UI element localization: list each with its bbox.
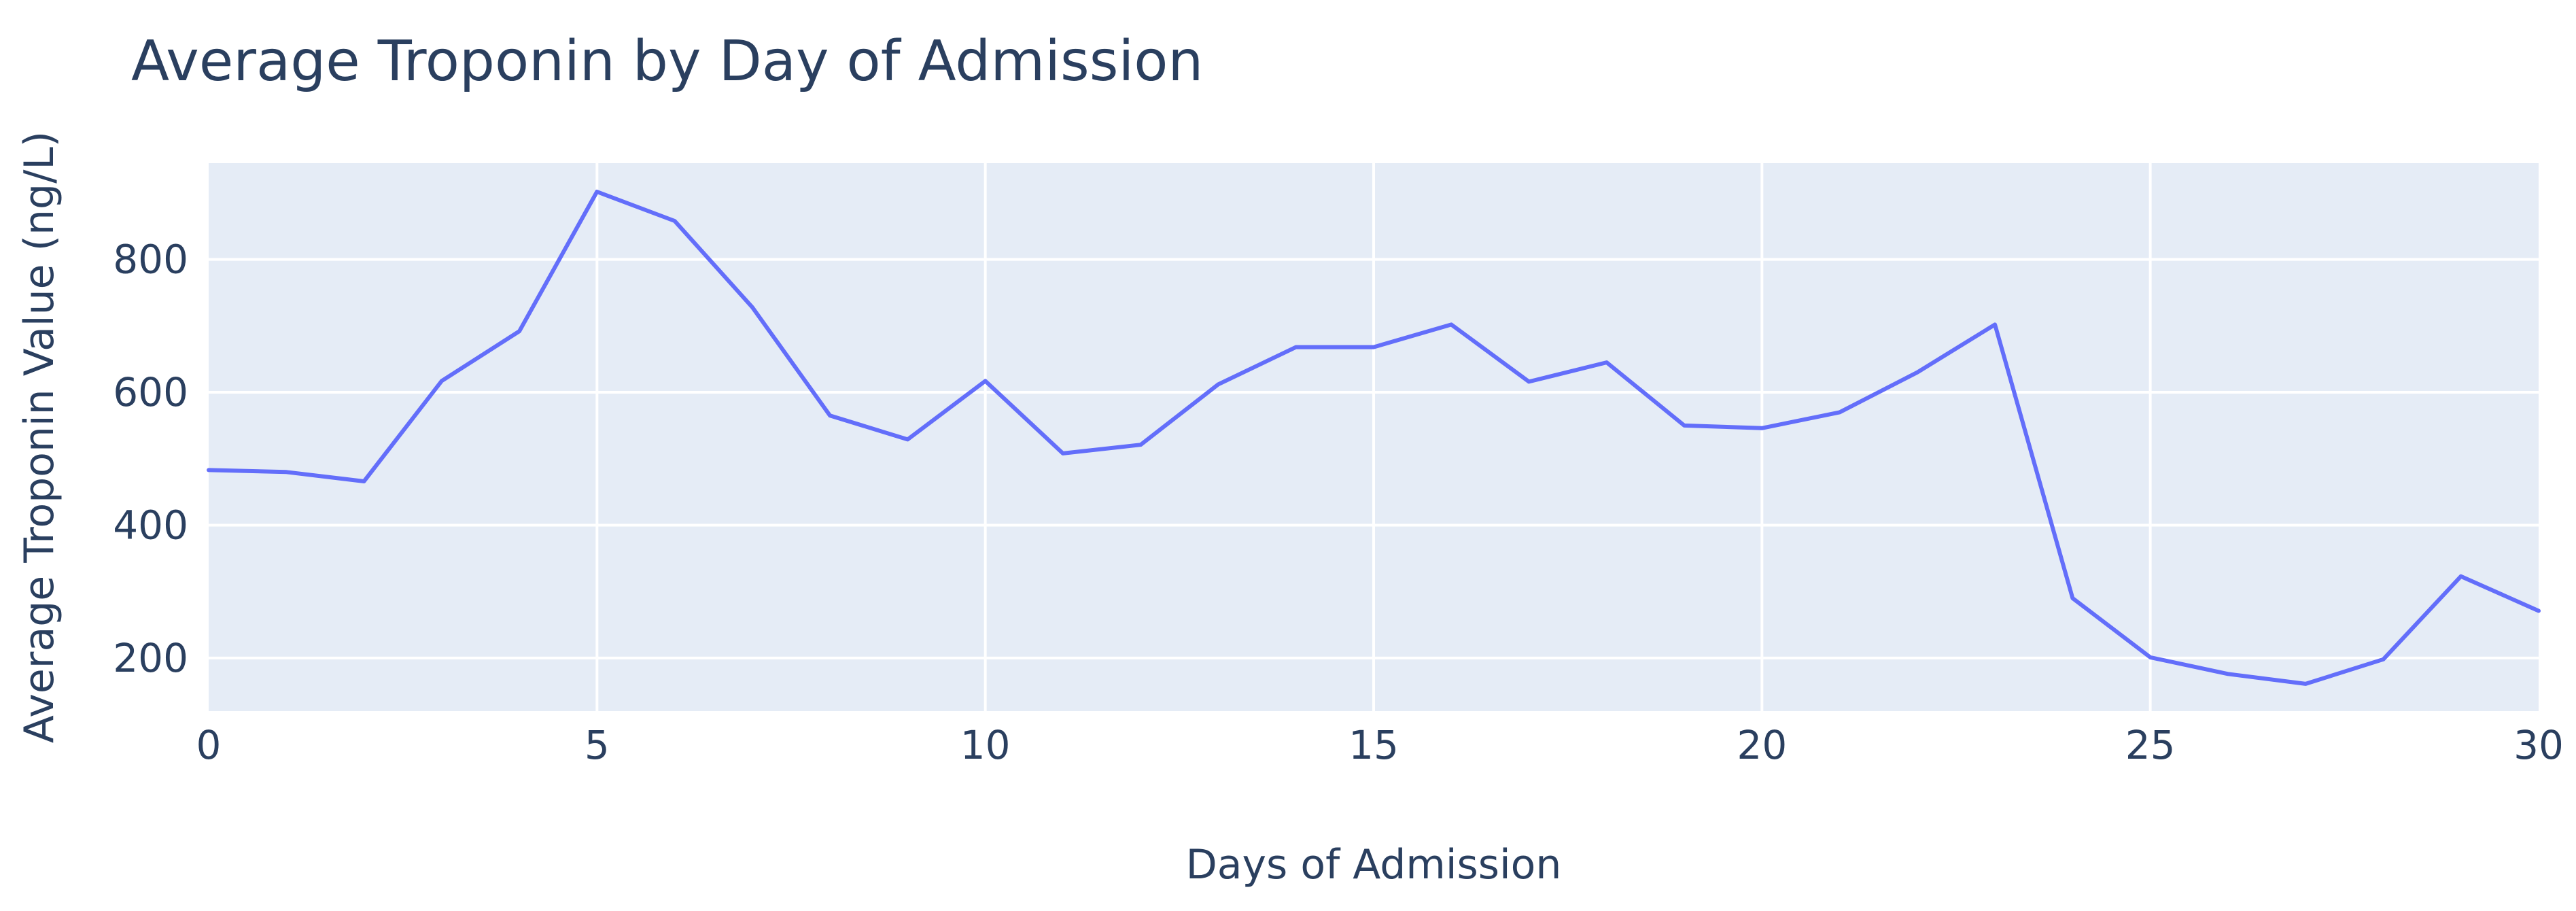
data-point	[1061, 451, 1065, 456]
data-point	[1294, 345, 1298, 349]
data-point	[362, 479, 366, 483]
data-point	[2459, 574, 2463, 579]
x-tick-label: 30	[2513, 722, 2564, 768]
x-tick-label: 25	[2125, 722, 2176, 768]
x-axis-title: Days of Admission	[1186, 841, 1562, 889]
data-point	[207, 468, 211, 472]
data-point	[1915, 371, 1919, 375]
series-layer	[207, 190, 2541, 686]
data-point	[440, 379, 444, 383]
data-point	[1138, 443, 1143, 447]
data-point	[517, 329, 521, 333]
data-point	[1372, 345, 1376, 349]
x-gridlines	[595, 163, 2152, 711]
data-point	[1838, 410, 1842, 414]
data-point	[1760, 426, 1764, 430]
data-point	[2226, 672, 2230, 676]
y-tick-label: 400	[113, 502, 188, 548]
data-point	[905, 437, 909, 441]
data-point	[1993, 322, 1997, 326]
data-point	[284, 470, 288, 474]
x-axis-ticks: 0 5 10 15 20 25 30	[196, 722, 2564, 768]
series-line	[207, 190, 2541, 686]
data-point	[2381, 657, 2385, 661]
data-point	[1682, 424, 1686, 428]
y-tick-label: 200	[113, 635, 188, 681]
x-tick-label: 5	[585, 722, 610, 768]
data-point	[1216, 382, 1220, 386]
x-tick-label: 0	[196, 722, 222, 768]
data-point	[984, 379, 988, 383]
data-point	[1527, 379, 1531, 383]
x-tick-label: 20	[1737, 722, 1787, 768]
data-point	[595, 190, 599, 194]
y-tick-label: 800	[113, 237, 188, 283]
data-point	[750, 305, 754, 309]
data-point	[1449, 322, 1453, 326]
y-axis-title: Average Troponin Value (ng/L)	[16, 131, 63, 743]
data-point	[828, 413, 832, 417]
data-point	[2070, 596, 2074, 600]
x-tick-label: 10	[960, 722, 1011, 768]
data-point	[673, 219, 677, 223]
y-axis-ticks: 200 400 600 800	[113, 237, 188, 681]
data-point	[2148, 655, 2153, 659]
data-point	[2537, 608, 2541, 613]
x-tick-label: 15	[1348, 722, 1399, 768]
y-tick-label: 600	[113, 369, 188, 415]
chart-title: Average Troponin by Day of Admission	[131, 29, 1203, 94]
data-point	[2303, 682, 2308, 686]
data-point	[1605, 360, 1609, 364]
